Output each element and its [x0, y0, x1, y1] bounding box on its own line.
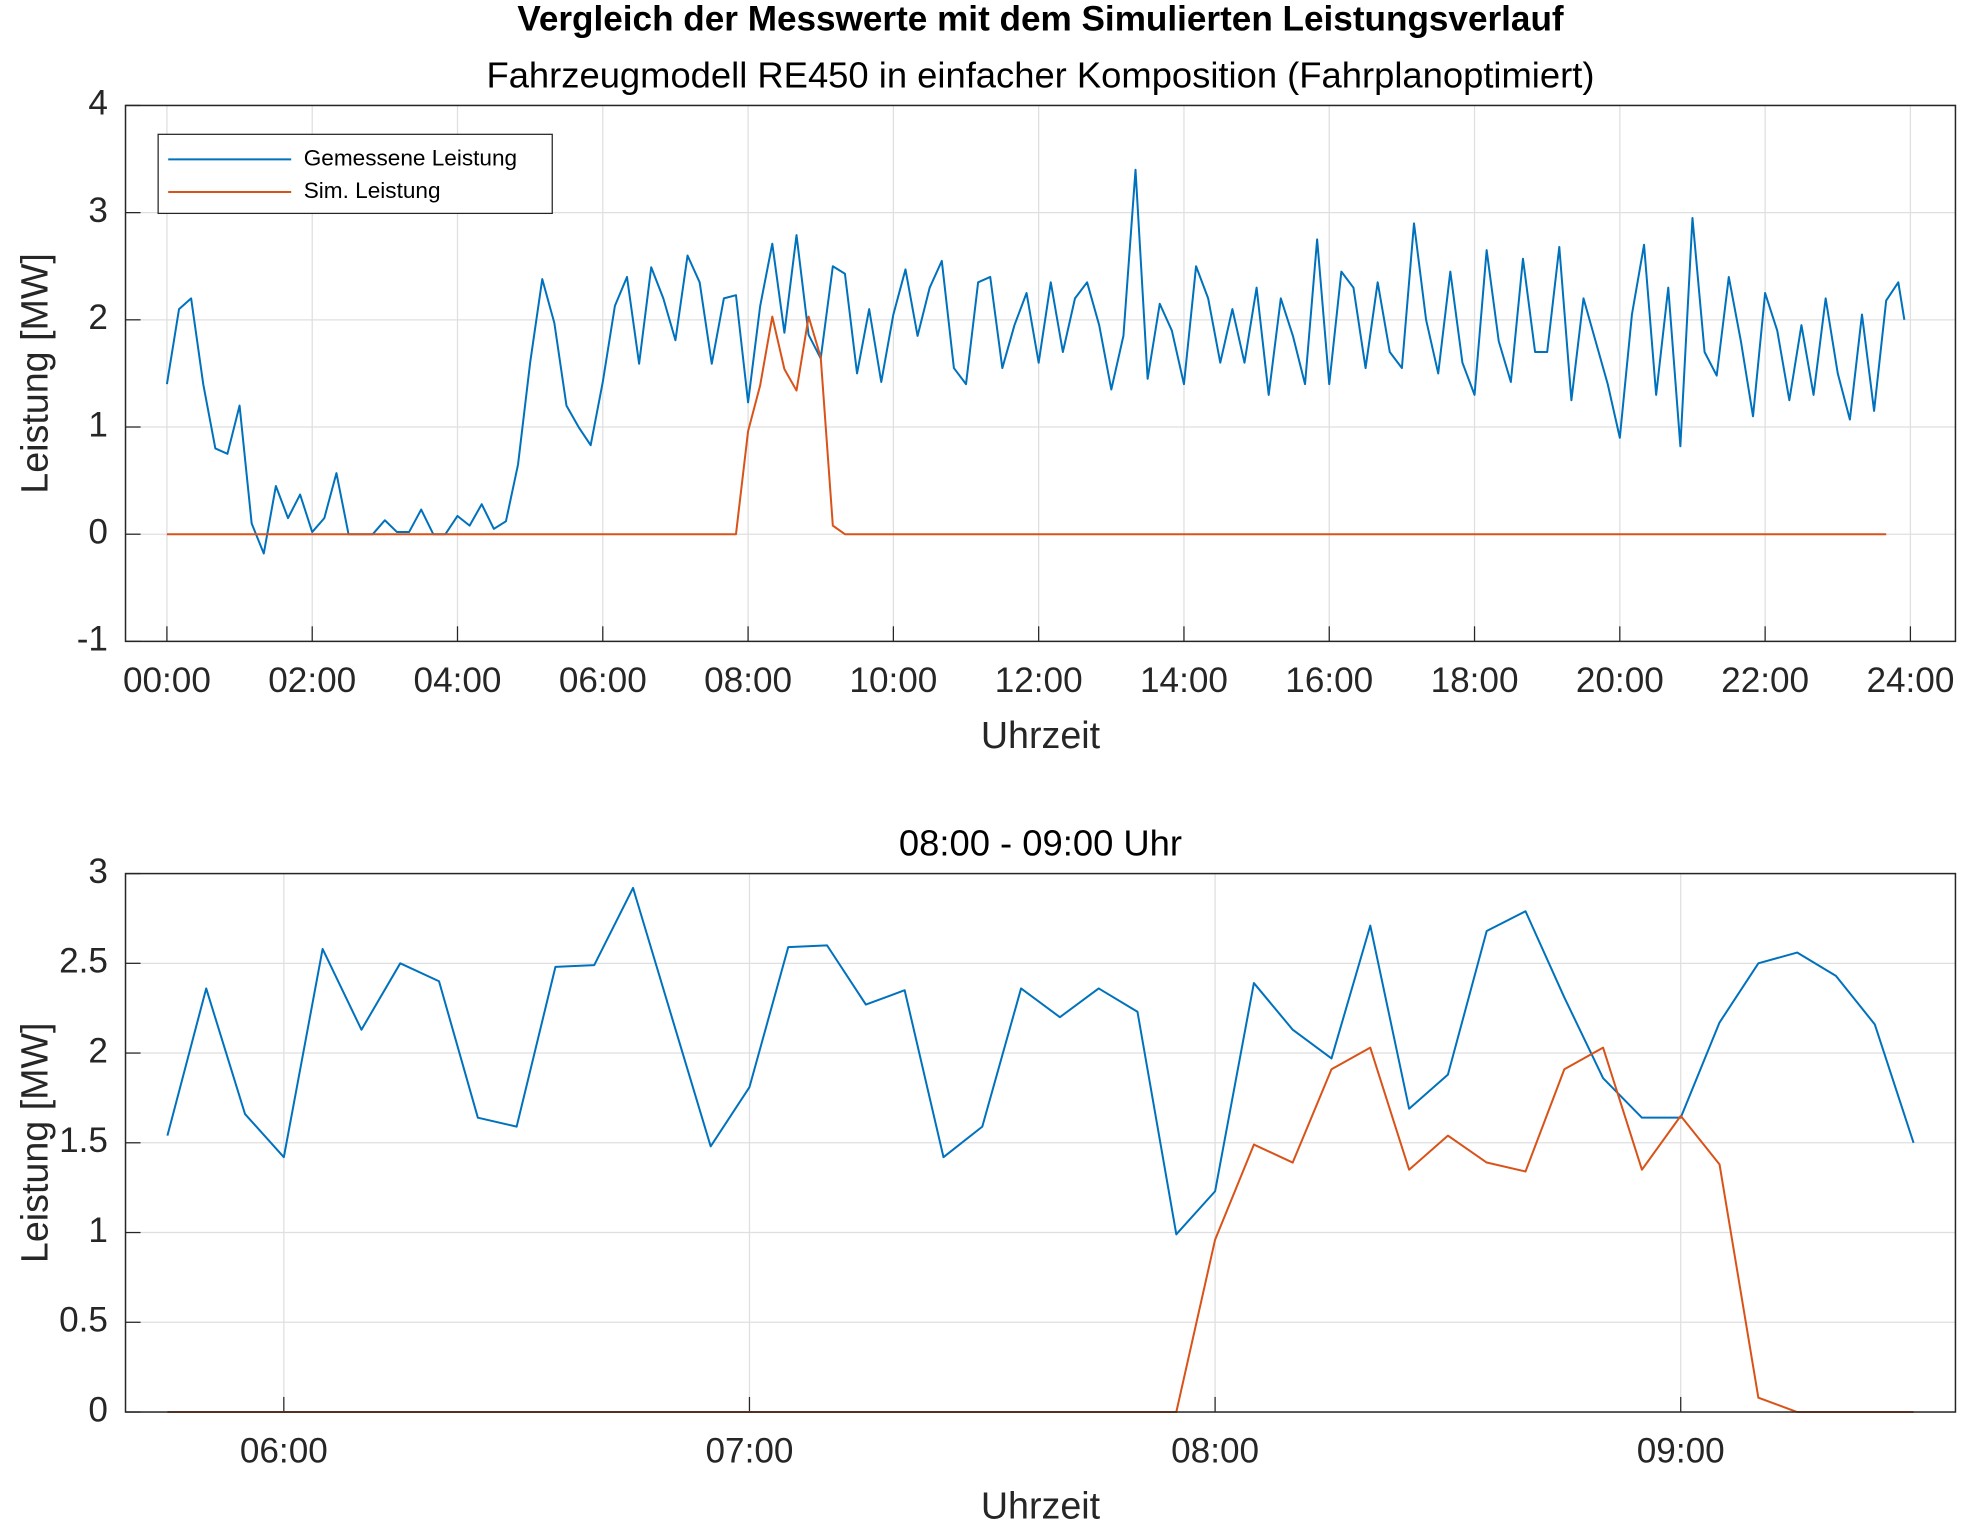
- y-axis-label: Leistung [MW]: [14, 1023, 56, 1264]
- data-line: [166, 315, 1887, 536]
- x-tick-label: 09:00: [1637, 1432, 1725, 1471]
- x-tick-label: 20:00: [1576, 661, 1664, 700]
- y-tick-label: 3: [88, 852, 108, 891]
- y-tick-label: 4: [88, 84, 108, 123]
- y-tick-label: 0.5: [59, 1301, 108, 1340]
- y-tick-label: 1.5: [59, 1121, 108, 1160]
- x-tick-label: 18:00: [1431, 661, 1519, 700]
- legend-box: [157, 133, 553, 215]
- data-line: [166, 886, 1915, 1236]
- x-tick-label: 06:00: [559, 661, 647, 700]
- x-tick-label: 00:00: [123, 661, 211, 700]
- x-tick-label: 12:00: [995, 661, 1083, 700]
- axes-box: [124, 872, 1957, 1413]
- x-axis-label: Uhrzeit: [981, 714, 1101, 756]
- y-tick-label: 0: [88, 1390, 108, 1429]
- x-tick-label: 24:00: [1866, 661, 1954, 700]
- legend-label: Sim. Leistung: [304, 178, 441, 203]
- y-tick-label: 2.5: [59, 942, 108, 981]
- y-tick-label: 1: [88, 405, 108, 444]
- x-tick-label: 14:00: [1140, 661, 1228, 700]
- y-tick-label: 3: [88, 191, 108, 230]
- y-axis-label: Leistung [MW]: [14, 253, 56, 494]
- x-tick-label: 08:00: [1171, 1432, 1259, 1471]
- chart-title: Vergleich der Messwerte mit dem Simulier…: [517, 0, 1564, 39]
- x-axis-label: Uhrzeit: [981, 1485, 1101, 1525]
- x-tick-label: 02:00: [268, 661, 356, 700]
- x-tick-label: 16:00: [1285, 661, 1373, 700]
- x-tick-label: 06:00: [240, 1432, 328, 1471]
- y-tick-label: -1: [77, 620, 108, 659]
- x-tick-label: 08:00: [704, 661, 792, 700]
- y-tick-label: 2: [88, 1031, 108, 1070]
- y-tick-label: 1: [88, 1211, 108, 1250]
- chart-title: 08:00 - 09:00 Uhr: [899, 823, 1182, 864]
- legend-label: Gemessene Leistung: [304, 145, 517, 170]
- axes-box: [124, 104, 1957, 643]
- x-tick-label: 04:00: [414, 661, 502, 700]
- data-line: [165, 168, 1906, 555]
- x-tick-label: 07:00: [706, 1432, 794, 1471]
- y-tick-label: 2: [88, 298, 108, 337]
- y-tick-label: 0: [88, 512, 108, 551]
- chart-subtitle: Fahrzeugmodell RE450 in einfacher Kompos…: [486, 54, 1594, 95]
- x-tick-label: 10:00: [849, 661, 937, 700]
- x-tick-label: 22:00: [1721, 661, 1809, 700]
